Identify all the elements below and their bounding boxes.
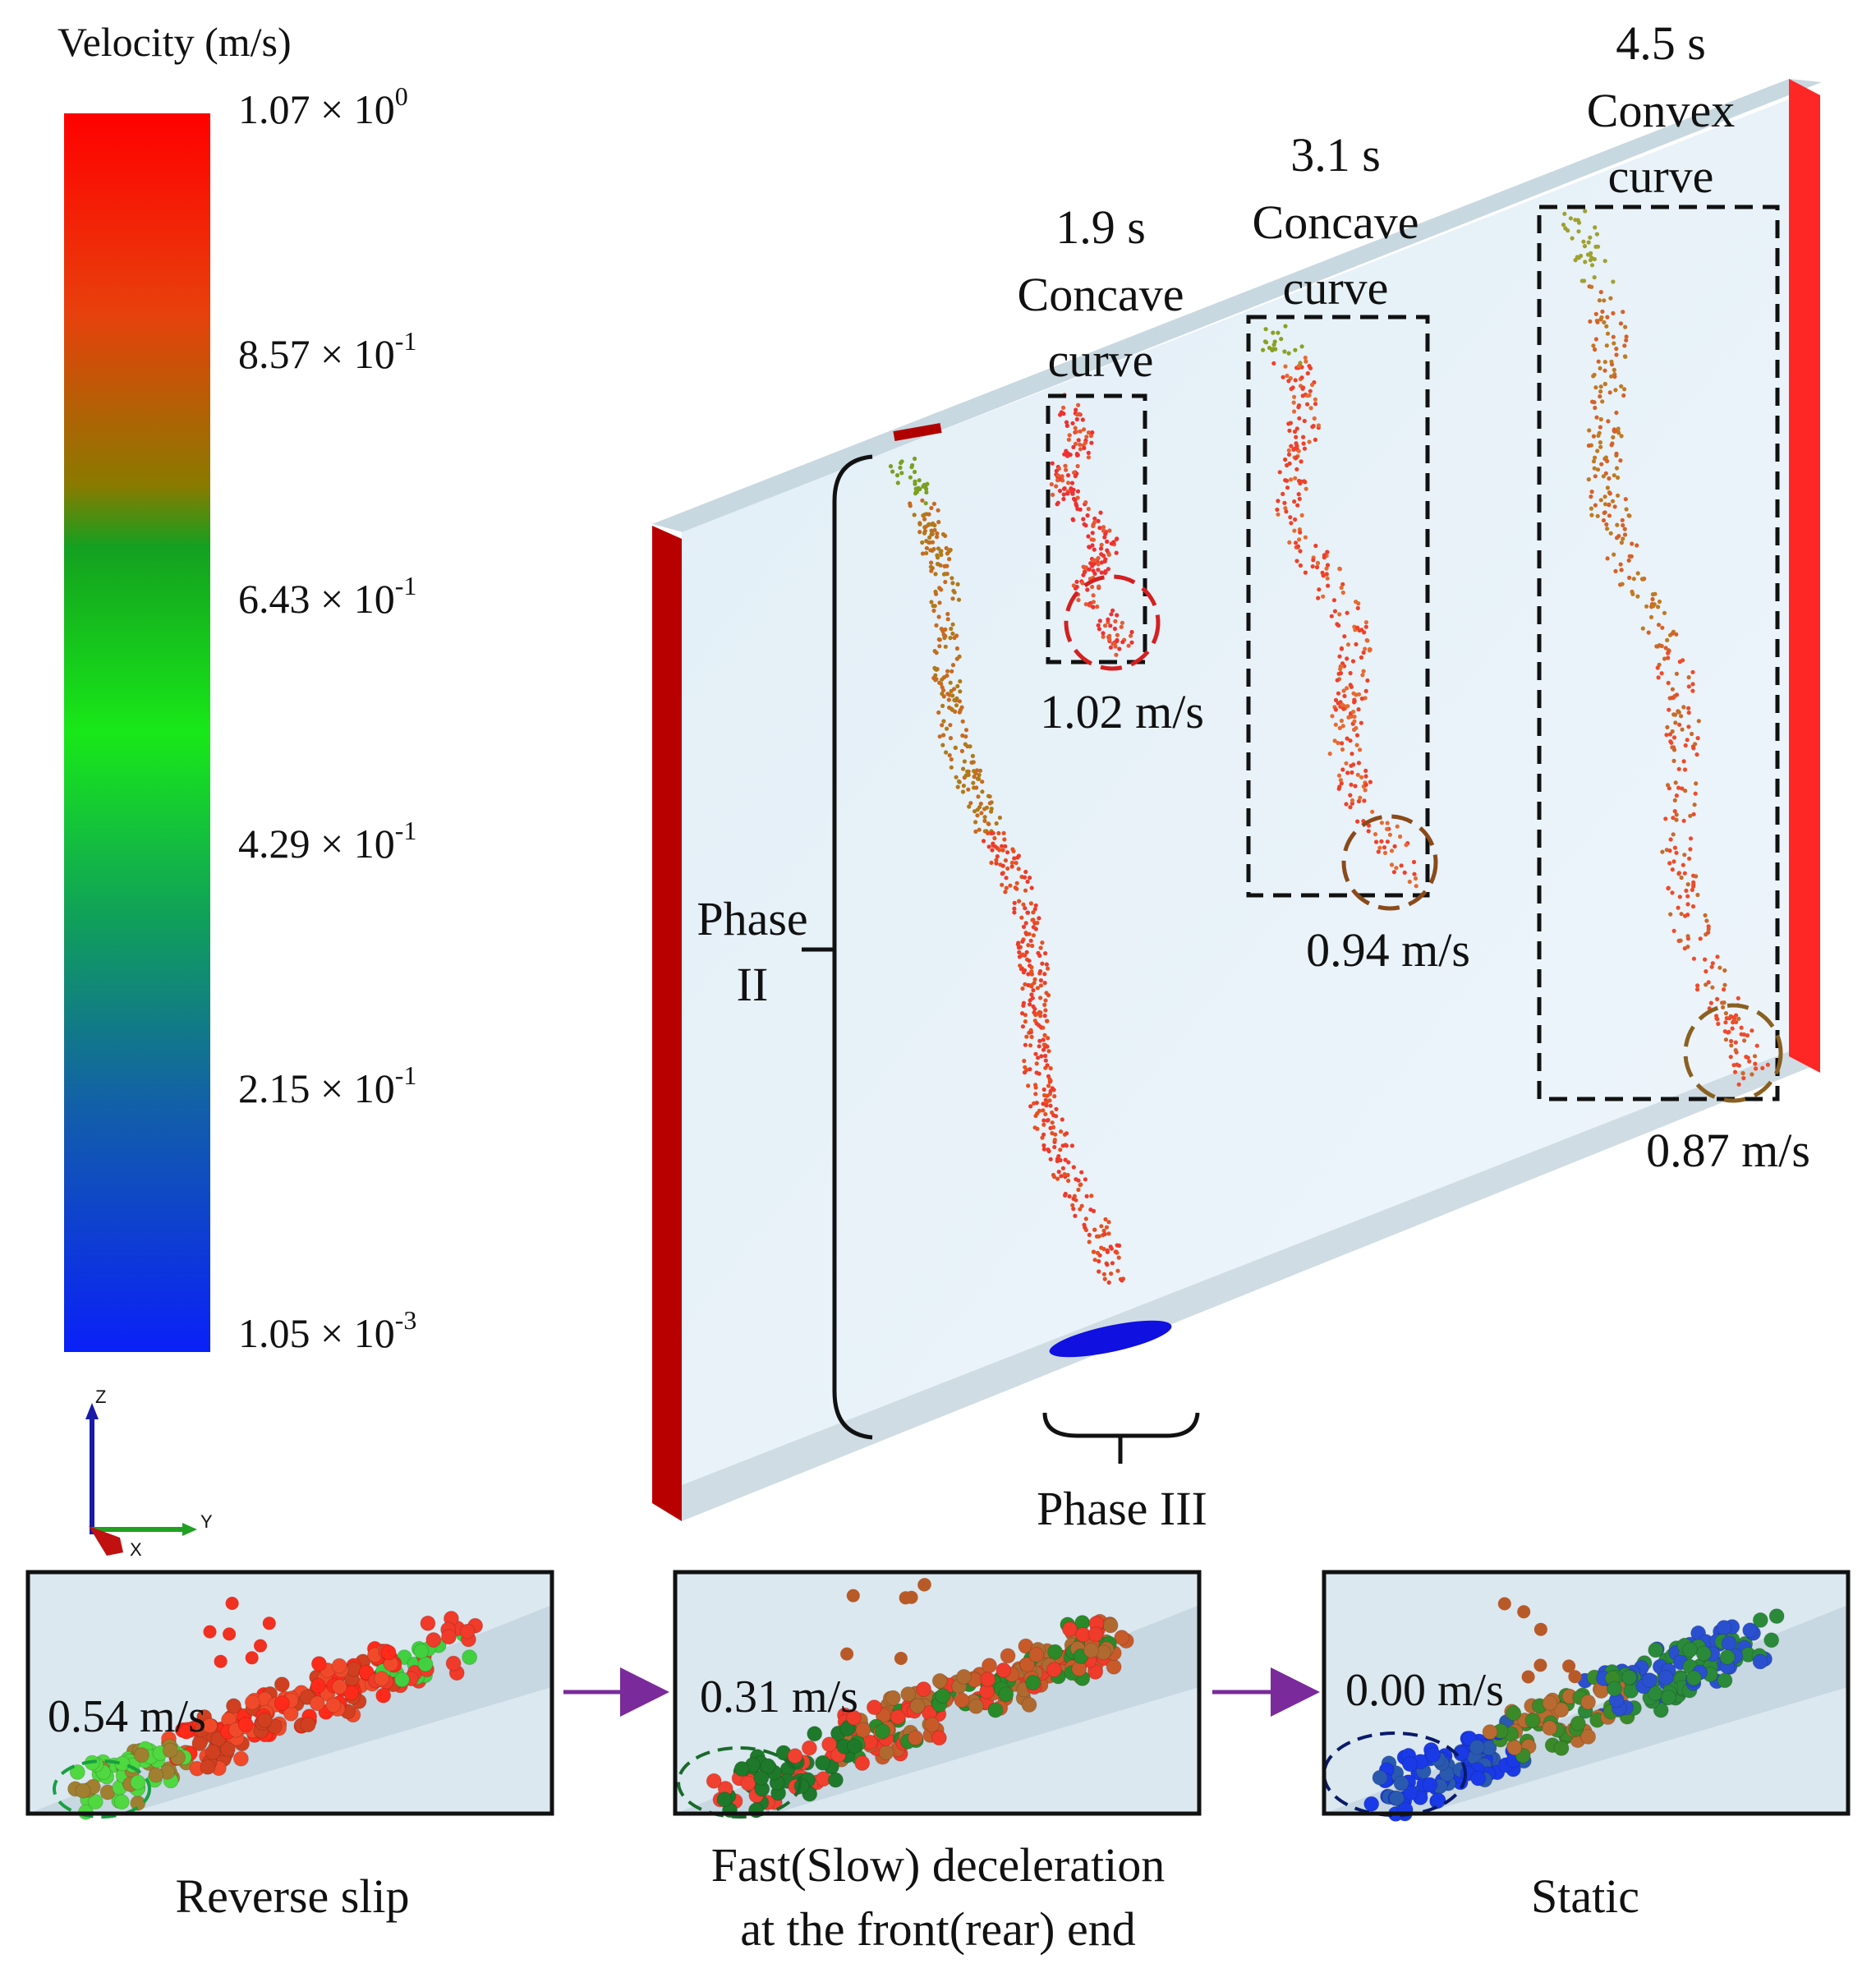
inset-3-caption: Static <box>1531 1869 1639 1923</box>
snapshot-1-shape-2: curve <box>1048 333 1154 387</box>
inset-2-pile <box>706 1578 1134 1819</box>
inset-1-pile <box>67 1597 484 1820</box>
inset-panels: 0.54 m/s 0.31 m/s 0.00 m/s Reverse slip … <box>25 1570 1851 1956</box>
inset-1-caption: Reverse slip <box>175 1869 409 1923</box>
snapshot-1-shape: Concave <box>1018 268 1184 321</box>
inset-3-speed: 0.00 m/s <box>1345 1665 1504 1716</box>
phase-3-label: Phase III <box>1037 1482 1207 1535</box>
particle-streams <box>888 209 1770 1285</box>
axis-y-label: Y <box>200 1511 213 1532</box>
phase-2-label: Phase <box>697 892 807 945</box>
snapshot-3-circle <box>1683 1003 1783 1103</box>
legend-tick-4: 2.15 × 10-1 <box>238 1060 416 1111</box>
hopper-outlet <box>893 423 942 441</box>
inset-2-caption: Fast(Slow) deceleration <box>711 1838 1165 1892</box>
inset-3-circle <box>1322 1731 1467 1817</box>
axis-z-label: Z <box>95 1386 106 1407</box>
left-wall <box>652 526 682 1521</box>
legend-title: Velocity (m/s) <box>57 19 292 65</box>
inset-1-circle <box>53 1759 151 1819</box>
snapshot-1-speed: 1.02 m/s <box>1040 685 1204 738</box>
legend-tick-5: 1.05 × 10-3 <box>238 1305 416 1356</box>
plate-3d <box>652 79 1822 1521</box>
snapshot-2-time: 3.1 s <box>1290 128 1381 182</box>
snapshot-1-time: 1.9 s <box>1055 200 1146 254</box>
phase-2-label-2: II <box>737 958 769 1011</box>
legend-tick-0: 1.07 × 100 <box>238 81 408 132</box>
legend-tick-2: 6.43 × 10-1 <box>238 571 416 622</box>
axis-x-label: X <box>130 1539 142 1560</box>
inset-2-speed: 0.31 m/s <box>700 1672 858 1722</box>
snapshot-3-time: 4.5 s <box>1616 16 1706 70</box>
deposited-pile <box>1049 1320 1172 1358</box>
snapshot-1: 1.9 s Concave curve 1.02 m/s <box>1018 200 1204 738</box>
snapshot-3-speed: 0.87 m/s <box>1646 1124 1810 1177</box>
snapshot-1-circle <box>1064 574 1161 671</box>
inset-2-circle <box>677 1746 802 1819</box>
snapshot-2-shape-2: curve <box>1283 261 1389 315</box>
snapshot-3-shape: Convex <box>1587 84 1735 137</box>
inset-1: 0.54 m/s <box>25 1570 554 1820</box>
right-wall <box>1789 79 1820 1073</box>
plate-face <box>682 99 1791 1485</box>
snapshot-3: 4.5 s Convex curve 0.87 m/s <box>1537 16 1810 1177</box>
stream-3 <box>1561 209 1770 1087</box>
plate-top-edge <box>652 79 1822 532</box>
stream-2 <box>1261 324 1418 889</box>
snapshot-3-shape-2: curve <box>1608 149 1714 203</box>
legend-tick-labels: 1.07 × 100 8.57 × 10-1 6.43 × 10-1 4.29 × 1… <box>238 81 416 1356</box>
plate-bottom-edge <box>682 1051 1817 1521</box>
legend-color-bar <box>64 113 210 1352</box>
stream-1 <box>1049 393 1134 657</box>
legend-tick-3: 4.29 × 10-1 <box>238 816 416 867</box>
snapshot-2-speed: 0.94 m/s <box>1306 923 1470 977</box>
snapshot-2-circle <box>1341 814 1438 911</box>
snapshot-2-shape: Concave <box>1253 195 1419 249</box>
inset-2: 0.31 m/s <box>673 1570 1202 1819</box>
inset-1-speed: 0.54 m/s <box>48 1691 206 1742</box>
legend-tick-1: 8.57 × 10-1 <box>238 326 416 377</box>
stream-main <box>888 456 1126 1285</box>
inset-3: 0.00 m/s <box>1322 1570 1851 1822</box>
velocity-legend: Velocity (m/s) 1.07 × 100 8.57 × 10-1 6.43… <box>57 19 416 1356</box>
axis-triad: Z Y X <box>85 1386 213 1560</box>
snapshot-2: 3.1 s Concave curve 0.94 m/s <box>1246 128 1470 977</box>
inset-3-pile <box>1363 1597 1785 1822</box>
phase-2-bracket: Phase II <box>697 454 873 1440</box>
phase-3-bracket: Phase III <box>1037 1412 1207 1535</box>
inset-2-caption-2: at the front(rear) end <box>740 1902 1135 1956</box>
